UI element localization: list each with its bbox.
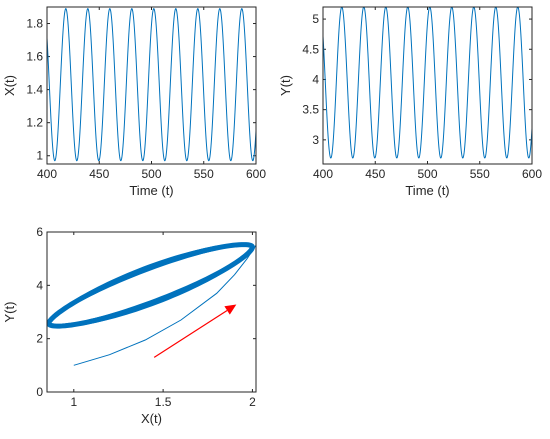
plot-frame <box>46 6 257 165</box>
y-tick-label: 1.6 <box>26 50 43 64</box>
y-tick-label: 4 <box>36 278 43 292</box>
y-tick-label: 0 <box>36 385 43 399</box>
x-tick-label: 1.5 <box>155 395 172 409</box>
x-tick-label: 500 <box>141 167 161 181</box>
plot-frame <box>46 231 257 393</box>
y-tick-label: 1.8 <box>26 17 43 31</box>
y-tick-label: 1.4 <box>26 83 43 97</box>
limit-cycle-outer <box>48 243 254 328</box>
transient-trajectory <box>73 245 256 366</box>
x-tick-label: 1 <box>70 395 77 409</box>
y-tick-label: 3 <box>312 133 319 147</box>
y-axis-label: Y(t) <box>278 75 293 96</box>
panel-x-vs-time: 400 450 500 550 600 1 1.2 1.4 1.6 1.8 Time (t) X(t) <box>2 6 266 198</box>
panel-phase-portrait: 1 1.5 2 0 2 4 6 X(t) Y(t) <box>2 225 257 426</box>
panel-y-vs-time: 400 450 500 550 600 3 3.5 4 4.5 5 Time (t) Y(t) <box>278 6 542 198</box>
x-axis-label: X(t) <box>141 411 162 426</box>
y-tick-label: 4.5 <box>302 42 319 56</box>
oscillation-series <box>47 8 256 162</box>
plot-frame <box>322 6 533 165</box>
y-tick-label: 6 <box>36 225 43 239</box>
y-tick-label: 1 <box>36 149 43 163</box>
oscillation-series <box>323 7 532 159</box>
y-tick-label: 3.5 <box>302 103 319 117</box>
x-tick-label: 400 <box>37 167 57 181</box>
y-tick-label: 2 <box>36 332 43 346</box>
y-tick-label: 5 <box>312 12 319 26</box>
x-tick-label: 550 <box>194 167 214 181</box>
x-axis-label: Time (t) <box>129 183 173 198</box>
direction-arrow-head <box>224 304 237 315</box>
direction-arrow-shaft <box>153 309 228 358</box>
x-tick-label: 2 <box>249 395 256 409</box>
x-axis-label: Time (t) <box>405 183 449 198</box>
x-tick-label: 500 <box>417 167 437 181</box>
y-axis-label: X(t) <box>2 75 17 96</box>
x-tick-label: 400 <box>313 167 333 181</box>
y-axis-label: Y(t) <box>2 302 17 323</box>
x-tick-label: 600 <box>522 167 542 181</box>
x-tick-label: 600 <box>246 167 266 181</box>
y-tick-label: 1.2 <box>26 116 43 130</box>
x-tick-label: 450 <box>89 167 109 181</box>
x-tick-label: 450 <box>365 167 385 181</box>
x-tick-label: 550 <box>470 167 490 181</box>
y-tick-label: 4 <box>312 72 319 86</box>
